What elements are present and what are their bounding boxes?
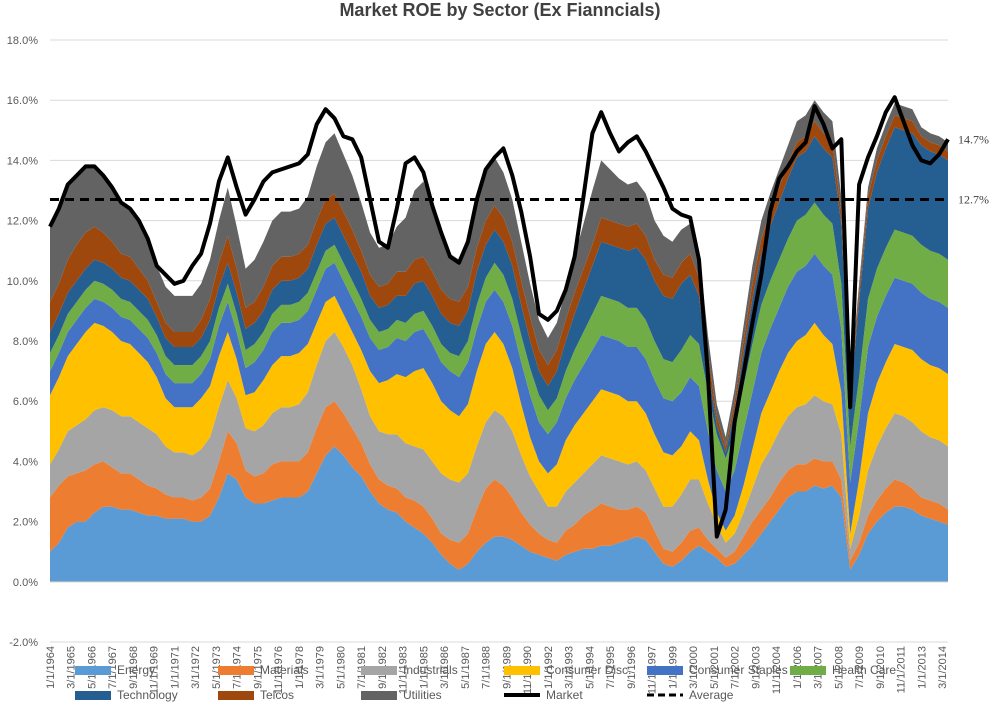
x-tick-label: 5/1/2008: [833, 646, 845, 689]
x-tick-label: 11/1/2004: [771, 646, 783, 694]
x-tick-label: 1/1/1978: [294, 646, 306, 689]
x-tick-label: 11/1/1983: [398, 646, 410, 694]
y-tick-label: 14.0%: [7, 155, 38, 167]
x-tick-label: 3/1/1979: [315, 646, 327, 689]
legend-label: Consumer Disc.: [546, 663, 631, 677]
y-tick-label: 18.0%: [7, 35, 38, 47]
legend-swatch: [647, 666, 683, 675]
area-energy: [50, 446, 948, 582]
x-tick-label: 5/1/1980: [335, 646, 347, 689]
legend-swatch: [504, 666, 540, 675]
annotation-label: 14.7%: [958, 132, 989, 146]
x-tick-label: 5/1/1987: [460, 646, 472, 689]
y-tick-label: 6.0%: [13, 396, 38, 408]
y-tick-label: 0.0%: [13, 577, 38, 589]
x-tick-label: 9/1/2010: [875, 646, 887, 689]
area-utilities: [50, 100, 948, 447]
stacked-areas: [50, 100, 948, 582]
legend-swatch: [75, 666, 111, 675]
legend-label: Industrials: [403, 663, 458, 677]
x-tick-label: 3/1/2000: [688, 646, 700, 689]
legend: Energy Materials Industrials Consumer Disc.…: [75, 663, 896, 702]
legend-label: Consumer Staples: [689, 663, 788, 677]
legend-label: Materials: [260, 663, 309, 677]
legend-label: Technology: [117, 688, 178, 702]
legend-label: Telcos: [260, 688, 294, 702]
y-tick-label: -2.0%: [9, 637, 38, 649]
annotations: 14.7% 12.7%: [958, 132, 989, 206]
x-tick-label: 5/1/1973: [211, 646, 223, 689]
area-industrials: [50, 332, 948, 561]
x-tick-label: 9/1/1975: [252, 646, 264, 689]
legend-label: Market: [546, 688, 583, 702]
y-tick-label: 10.0%: [7, 276, 38, 288]
x-tick-label: 9/1/1996: [626, 646, 638, 689]
y-tick-label: 2.0%: [13, 517, 38, 529]
x-tick-label: 7/1/1988: [481, 646, 493, 689]
x-tick-label: 1/1/1992: [543, 646, 555, 689]
x-tick-label: 3/1/2014: [937, 646, 949, 689]
legend-swatch: [361, 691, 397, 700]
legend-label: Average: [689, 688, 734, 702]
x-tick-label: 7/1/1995: [605, 646, 617, 689]
x-tick-label: 3/1/1965: [66, 646, 78, 689]
x-tick-label: 5/1/2001: [709, 646, 721, 689]
market-line: [48, 95, 950, 539]
legend-label: Health Care: [832, 663, 896, 677]
y-tick-label: 12.0%: [7, 216, 38, 228]
x-tick-label: 9/1/1968: [128, 646, 140, 689]
overlay-lines: [48, 95, 950, 539]
legend-label: Utilities: [403, 688, 442, 702]
chart-title: Market ROE by Sector (Ex Fianncials): [339, 0, 660, 20]
x-tick-label: 11/1/1969: [149, 646, 161, 694]
x-tick-label: 1/1/2013: [916, 646, 928, 689]
area-consumer-staples: [50, 253, 948, 534]
x-tick-label: 9/1/2003: [750, 646, 762, 689]
x-tick-label: 7/1/1967: [107, 646, 119, 689]
y-tick-label: 16.0%: [7, 95, 38, 107]
x-tick-label: 5/1/1994: [584, 646, 596, 689]
x-tick-label: 7/1/2009: [854, 646, 866, 689]
legend-label: Energy: [117, 663, 155, 677]
legend-swatch: [218, 691, 254, 700]
legend-swatch: [790, 666, 826, 675]
area-consumer-disc: [50, 295, 948, 549]
y-tick-label: 8.0%: [13, 336, 38, 348]
x-tick-label: 3/1/1972: [190, 646, 202, 689]
annotation-label: 12.7%: [958, 193, 989, 207]
legend-swatch: [218, 666, 254, 675]
x-tick-label: 11/1/2011: [896, 646, 908, 693]
legend-swatch: [75, 691, 111, 700]
x-tick-label: 1/1/1971: [169, 646, 181, 689]
x-tick-label: 3/1/1986: [439, 646, 451, 689]
x-axis-ticks: 1/1/19643/1/19655/1/19667/1/19679/1/1968…: [45, 646, 949, 694]
x-tick-label: 1/1/1985: [418, 646, 430, 689]
y-tick-label: 4.0%: [13, 456, 38, 468]
x-tick-label: 7/1/2002: [730, 646, 742, 689]
x-tick-label: 1/1/1964: [45, 646, 57, 689]
legend-swatch: [361, 666, 397, 675]
x-tick-label: 3/1/1993: [564, 646, 576, 689]
x-tick-label: 11/1/1976: [273, 646, 285, 694]
area-materials: [50, 401, 948, 570]
y-axis-ticks: 18.0% 16.0% 14.0% 12.0% 10.0% 8.0% 6.0% 4.0% 2.0…: [7, 35, 38, 649]
